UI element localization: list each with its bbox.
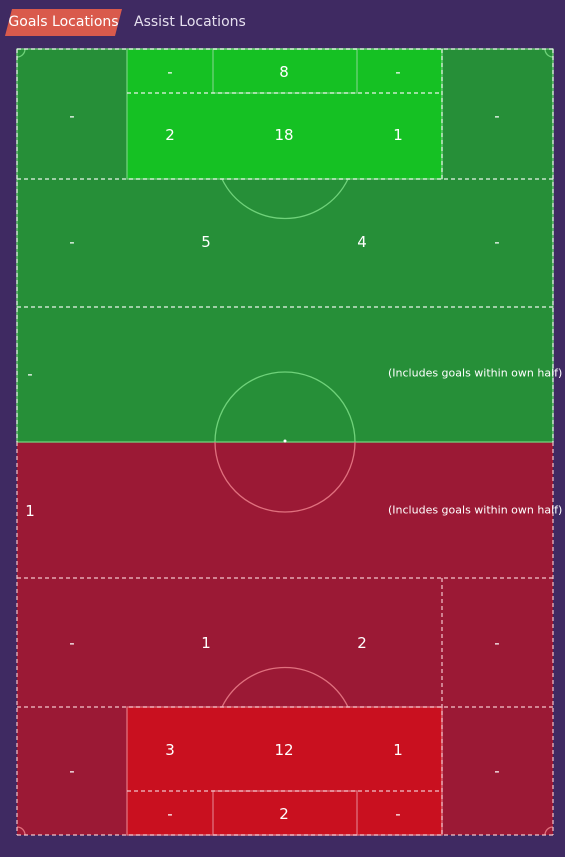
- attack-box-zone: [127, 49, 442, 179]
- defence-six-yard-center: 2: [279, 805, 289, 823]
- attack-box-left: 2: [165, 126, 175, 144]
- defence-half-value: 1: [25, 502, 35, 520]
- defence-half-note: (Includes goals within own half): [388, 503, 563, 517]
- attack-six-yard-center: 8: [279, 63, 289, 81]
- tab-assist-locations[interactable]: Assist Locations: [134, 14, 246, 30]
- defence-edge-far-right: -: [494, 634, 500, 652]
- attack-edge-far-left: -: [69, 233, 75, 251]
- defence-edge-left: 1: [201, 634, 211, 652]
- defence-edge-right: 2: [357, 634, 367, 652]
- defence-box-flank-left: -: [69, 762, 75, 780]
- defence-box-right: 1: [393, 741, 403, 759]
- attack-edge-far-right: -: [494, 233, 500, 251]
- attack-six-yard-right: -: [395, 63, 401, 81]
- attack-edge-right: 4: [357, 233, 367, 251]
- defence-box-flank-right: -: [494, 762, 500, 780]
- defence-box-zone: [127, 707, 442, 835]
- defence-box-center: 12: [274, 741, 294, 759]
- defence-box-left: 3: [165, 741, 175, 759]
- attack-box-flank-right: -: [494, 107, 500, 125]
- attack-box-flank-left: -: [69, 107, 75, 125]
- tab-bar: Goals Locations Assist Locations: [0, 0, 565, 44]
- tab-goals-locations[interactable]: Goals Locations: [5, 9, 122, 36]
- attack-half-value: -: [27, 365, 33, 383]
- attack-box-right: 1: [393, 126, 403, 144]
- defence-edge-far-left: -: [69, 634, 75, 652]
- attack-six-yard-left: -: [167, 63, 173, 81]
- attack-box-center: 18: [274, 126, 294, 144]
- attack-edge-left: 5: [201, 233, 211, 251]
- defence-six-yard-right: -: [395, 805, 401, 823]
- attack-half-note: (Includes goals within own half): [388, 366, 563, 380]
- defence-six-yard-left: -: [167, 805, 173, 823]
